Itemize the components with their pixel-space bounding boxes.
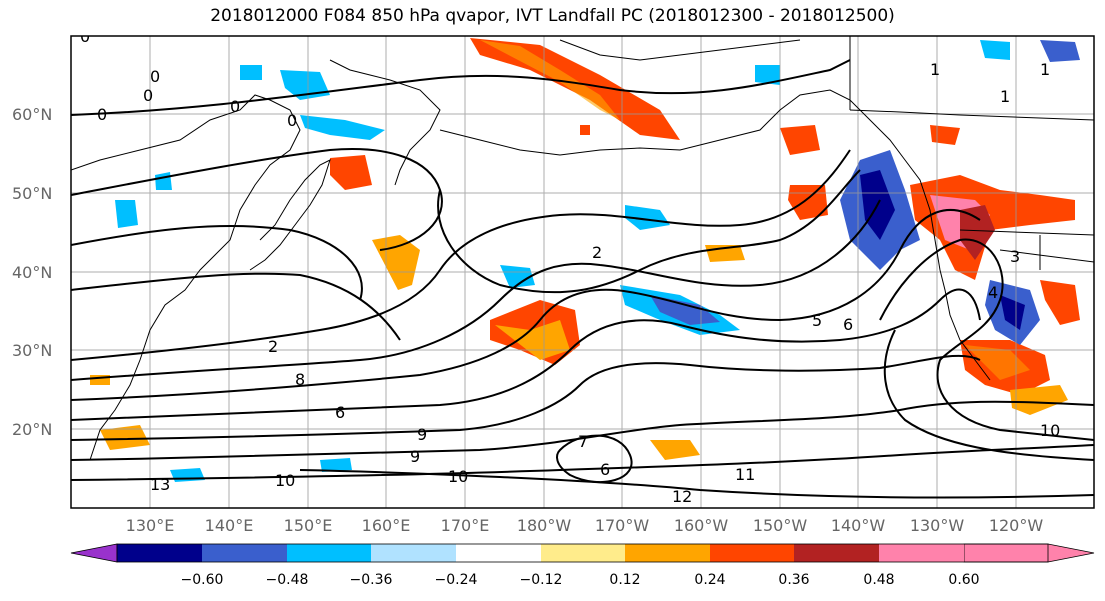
colorbar-extend-left	[70, 543, 118, 563]
contour-lines	[71, 59, 1094, 499]
lon-label: 130°E	[126, 516, 175, 535]
map-content: 0 0 0 0 0 0 1 1 1 2 2 3 4 5 6 6 6 7 8 9 …	[71, 27, 1094, 508]
colorbar-tick-label: −0.12	[520, 572, 563, 588]
lon-label: 180°W	[517, 516, 572, 535]
lat-label: 50°N	[12, 184, 52, 203]
lon-label: 170°W	[595, 516, 650, 535]
contour-label: 10	[1040, 421, 1060, 440]
contour-label: 0	[287, 111, 297, 130]
contour-label-group: 0 0 0 0 0 0 1 1 1 2 2 3 4 5 6 6 6 7 8 9 …	[80, 27, 1060, 506]
colorbar-segment	[456, 544, 541, 562]
contour-label: 0	[150, 67, 160, 86]
contour-label: 0	[80, 27, 90, 46]
colorbar-border	[116, 543, 1049, 563]
latitude-labels: 60°N 50°N 40°N 30°N 20°N	[12, 105, 52, 439]
lon-label: 140°E	[205, 516, 254, 535]
colorbar-tick-label: 0.60	[948, 572, 979, 588]
contour-label: 6	[335, 403, 345, 422]
lat-label: 60°N	[12, 105, 52, 124]
lon-label: 160°E	[362, 516, 411, 535]
colorbar-tick-label: 0.48	[863, 572, 894, 588]
lon-label: 130°W	[910, 516, 965, 535]
longitude-labels: 130°E 140°E 150°E 160°E 170°E 180°W 170°…	[126, 516, 1044, 535]
lon-label: 140°W	[831, 516, 886, 535]
lon-label: 150°W	[753, 516, 808, 535]
contour-label: 10	[275, 471, 295, 490]
contour-label: 13	[150, 475, 170, 494]
contour-label: 10	[448, 467, 468, 486]
colorbar-tick-label: −0.60	[181, 572, 224, 588]
colorbar-tick-label: 0.36	[778, 572, 809, 588]
contour-label: 0	[97, 105, 107, 124]
colorbar-segment	[287, 544, 371, 562]
lon-label: 120°W	[989, 516, 1044, 535]
lon-label: 160°W	[674, 516, 729, 535]
contour-label: 9	[410, 447, 420, 466]
contour-label: 12	[672, 487, 692, 506]
contour-label: 3	[1010, 247, 1020, 266]
colorbar-segment	[202, 544, 287, 562]
contour-label: 9	[417, 425, 427, 444]
colorbar-tick-label: 0.24	[694, 572, 725, 588]
contour-label: 2	[268, 337, 278, 356]
map-frame	[70, 35, 1095, 509]
colorbar-tick-label: −0.24	[435, 572, 478, 588]
colorbar-segment	[794, 544, 879, 562]
colorbar-tick-labels: −0.60 −0.48 −0.36 −0.24 −0.12 0.12 0.24 …	[181, 572, 980, 588]
contour-label: 0	[143, 86, 153, 105]
colorbar-tick-label: −0.36	[350, 572, 393, 588]
contour-label: 1	[930, 60, 940, 79]
colorbar-segment	[541, 544, 625, 562]
colorbar-tick-label: −0.48	[266, 572, 309, 588]
contour-label: 6	[600, 460, 610, 479]
lat-label: 30°N	[12, 341, 52, 360]
colorbar-extend-right	[963, 543, 1095, 563]
contour-label: 4	[988, 283, 998, 302]
contour-label: 2	[592, 243, 602, 262]
coastlines	[71, 36, 1094, 461]
colorbar: −0.60 −0.48 −0.36 −0.24 −0.12 0.12 0.24 …	[70, 543, 1095, 588]
lon-label: 170°E	[441, 516, 490, 535]
lat-label: 20°N	[12, 420, 52, 439]
colorbar-segment	[879, 544, 964, 562]
lon-label: 150°E	[284, 516, 333, 535]
contour-label: 5	[812, 311, 822, 330]
colorbar-tick-label: 0.12	[609, 572, 640, 588]
colorbar-segment	[625, 544, 710, 562]
map-title: 2018012000 F084 850 hPa qvapor, IVT Land…	[210, 6, 895, 26]
contour-label: 1	[1000, 87, 1010, 106]
colorbar-segment	[710, 544, 794, 562]
contour-label: 1	[1040, 60, 1050, 79]
colorbar-segment	[117, 544, 202, 562]
lat-label: 40°N	[12, 263, 52, 282]
contour-label: 7	[578, 432, 588, 451]
contour-label: 11	[735, 465, 755, 484]
colorbar-segment	[371, 544, 456, 562]
contour-label: 6	[843, 315, 853, 334]
contour-label: 8	[295, 370, 305, 389]
contour-label: 0	[230, 97, 240, 116]
